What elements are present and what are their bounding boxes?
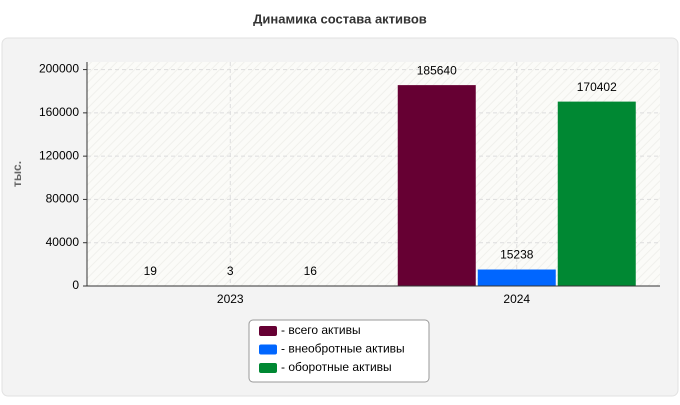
legend-swatch bbox=[259, 345, 277, 355]
y-tick-label: 40000 bbox=[46, 235, 80, 249]
y-tick-label: 160000 bbox=[39, 105, 79, 119]
y-axis-label: тыс. bbox=[10, 161, 24, 187]
bar bbox=[558, 102, 636, 286]
value-label: 15238 bbox=[500, 248, 534, 262]
legend-label: - всего активы bbox=[281, 323, 361, 337]
x-tick-label: 2024 bbox=[503, 292, 530, 306]
legend-swatch bbox=[259, 326, 277, 336]
y-tick-label: 200000 bbox=[39, 62, 79, 76]
chart-title: Динамика состава активов bbox=[253, 11, 427, 26]
legend-label: - внеобротные активы bbox=[281, 342, 405, 356]
value-label: 19 bbox=[144, 264, 158, 278]
x-tick-label: 2023 bbox=[217, 292, 244, 306]
legend-swatch bbox=[259, 363, 277, 373]
value-label: 185640 bbox=[417, 63, 457, 77]
bar bbox=[398, 85, 476, 286]
y-tick-label: 80000 bbox=[46, 192, 80, 206]
legend-label: - оборотные активы bbox=[281, 360, 392, 374]
value-label: 3 bbox=[227, 264, 234, 278]
value-label: 16 bbox=[304, 264, 318, 278]
y-tick-label: 0 bbox=[72, 278, 79, 292]
y-tick-label: 120000 bbox=[39, 148, 79, 162]
bar bbox=[478, 270, 556, 286]
value-label: 170402 bbox=[577, 80, 617, 94]
